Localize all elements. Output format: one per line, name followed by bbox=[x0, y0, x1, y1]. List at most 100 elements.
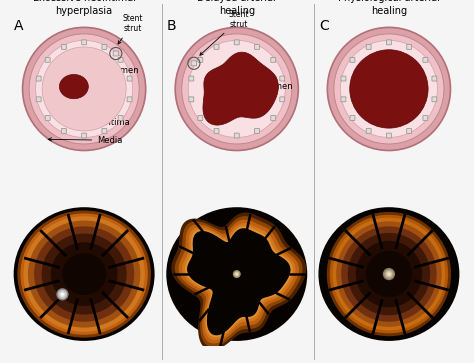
FancyBboxPatch shape bbox=[118, 57, 123, 62]
Text: A: A bbox=[14, 19, 24, 33]
FancyBboxPatch shape bbox=[62, 129, 66, 133]
Ellipse shape bbox=[59, 74, 88, 99]
Ellipse shape bbox=[18, 211, 151, 338]
FancyBboxPatch shape bbox=[82, 133, 87, 138]
Text: Lumen: Lumen bbox=[81, 66, 138, 85]
Polygon shape bbox=[188, 229, 290, 335]
FancyBboxPatch shape bbox=[366, 129, 371, 133]
Circle shape bbox=[29, 34, 139, 144]
Circle shape bbox=[61, 293, 64, 296]
FancyBboxPatch shape bbox=[407, 45, 411, 49]
Circle shape bbox=[387, 272, 391, 276]
FancyBboxPatch shape bbox=[191, 61, 197, 66]
Text: Intima: Intima bbox=[64, 118, 129, 127]
FancyBboxPatch shape bbox=[386, 133, 392, 138]
FancyBboxPatch shape bbox=[36, 76, 41, 81]
FancyBboxPatch shape bbox=[280, 97, 285, 102]
FancyBboxPatch shape bbox=[127, 76, 132, 81]
FancyBboxPatch shape bbox=[36, 97, 41, 102]
Circle shape bbox=[23, 27, 146, 151]
Circle shape bbox=[188, 40, 285, 138]
FancyBboxPatch shape bbox=[255, 129, 259, 133]
Circle shape bbox=[42, 47, 126, 131]
Circle shape bbox=[36, 40, 133, 138]
Ellipse shape bbox=[34, 227, 134, 322]
FancyBboxPatch shape bbox=[62, 45, 66, 49]
Circle shape bbox=[58, 290, 67, 299]
Circle shape bbox=[350, 50, 428, 128]
FancyBboxPatch shape bbox=[118, 115, 123, 121]
FancyBboxPatch shape bbox=[198, 57, 203, 62]
FancyBboxPatch shape bbox=[45, 115, 50, 121]
Circle shape bbox=[236, 273, 238, 276]
FancyBboxPatch shape bbox=[127, 97, 132, 102]
Text: Stent
strut: Stent strut bbox=[118, 13, 143, 44]
Title: Excessive neointimal
hyperplasia: Excessive neointimal hyperplasia bbox=[33, 0, 136, 16]
Circle shape bbox=[341, 227, 437, 322]
FancyBboxPatch shape bbox=[423, 57, 428, 62]
FancyBboxPatch shape bbox=[234, 40, 239, 45]
Ellipse shape bbox=[51, 242, 118, 306]
FancyBboxPatch shape bbox=[82, 40, 87, 45]
FancyBboxPatch shape bbox=[386, 40, 392, 45]
Circle shape bbox=[348, 233, 430, 315]
Polygon shape bbox=[186, 227, 292, 337]
FancyBboxPatch shape bbox=[432, 76, 437, 81]
FancyBboxPatch shape bbox=[407, 129, 411, 133]
FancyBboxPatch shape bbox=[45, 57, 50, 62]
FancyBboxPatch shape bbox=[432, 97, 437, 102]
Circle shape bbox=[386, 271, 392, 277]
FancyBboxPatch shape bbox=[341, 97, 346, 102]
Circle shape bbox=[340, 40, 438, 138]
FancyBboxPatch shape bbox=[102, 45, 107, 49]
Circle shape bbox=[56, 288, 69, 301]
Ellipse shape bbox=[62, 253, 106, 295]
Ellipse shape bbox=[166, 207, 307, 341]
Circle shape bbox=[182, 34, 292, 144]
FancyBboxPatch shape bbox=[271, 57, 276, 62]
Polygon shape bbox=[188, 229, 290, 335]
FancyBboxPatch shape bbox=[271, 115, 276, 121]
FancyBboxPatch shape bbox=[350, 115, 355, 121]
FancyBboxPatch shape bbox=[214, 45, 219, 49]
Polygon shape bbox=[172, 213, 306, 350]
Circle shape bbox=[175, 27, 298, 151]
Circle shape bbox=[334, 34, 444, 144]
Text: B: B bbox=[167, 19, 176, 33]
FancyBboxPatch shape bbox=[198, 115, 203, 121]
Polygon shape bbox=[179, 220, 299, 343]
Title: Physiological arterial
healing: Physiological arterial healing bbox=[338, 0, 440, 16]
Ellipse shape bbox=[319, 207, 459, 341]
Ellipse shape bbox=[14, 207, 155, 341]
FancyBboxPatch shape bbox=[234, 133, 239, 138]
FancyBboxPatch shape bbox=[189, 97, 194, 102]
Polygon shape bbox=[175, 217, 302, 346]
FancyBboxPatch shape bbox=[280, 76, 285, 81]
Circle shape bbox=[384, 269, 393, 279]
Ellipse shape bbox=[20, 213, 148, 335]
Ellipse shape bbox=[23, 216, 145, 332]
Polygon shape bbox=[203, 52, 278, 125]
Polygon shape bbox=[183, 224, 295, 339]
FancyBboxPatch shape bbox=[113, 51, 118, 56]
Circle shape bbox=[234, 272, 239, 277]
Circle shape bbox=[356, 241, 422, 307]
Circle shape bbox=[327, 212, 451, 336]
Ellipse shape bbox=[42, 233, 127, 315]
FancyBboxPatch shape bbox=[255, 45, 259, 49]
FancyBboxPatch shape bbox=[423, 115, 428, 121]
FancyBboxPatch shape bbox=[341, 76, 346, 81]
Text: Lumen: Lumen bbox=[264, 82, 292, 91]
Circle shape bbox=[383, 268, 395, 280]
Text: Media: Media bbox=[48, 136, 123, 145]
Circle shape bbox=[60, 291, 65, 297]
FancyBboxPatch shape bbox=[350, 57, 355, 62]
Circle shape bbox=[329, 215, 448, 333]
FancyBboxPatch shape bbox=[189, 76, 194, 81]
Circle shape bbox=[333, 218, 445, 330]
FancyBboxPatch shape bbox=[214, 129, 219, 133]
Ellipse shape bbox=[28, 221, 140, 327]
Text: C: C bbox=[319, 19, 328, 33]
Circle shape bbox=[328, 27, 450, 151]
Circle shape bbox=[336, 221, 442, 327]
